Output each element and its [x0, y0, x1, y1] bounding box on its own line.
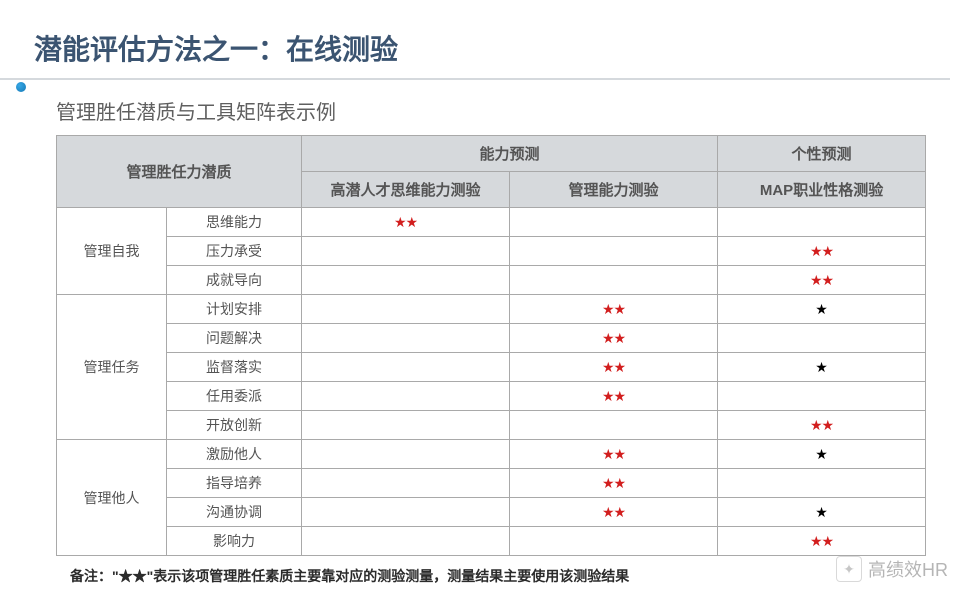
value-cell	[718, 469, 926, 498]
value-cell	[510, 266, 718, 295]
value-cell: ★★	[718, 237, 926, 266]
table-header: 管理胜任力潜质 能力预测 个性预测 高潜人才思维能力测验 管理能力测验 MAP职…	[57, 136, 926, 208]
value-cell	[510, 527, 718, 556]
value-cell	[302, 411, 510, 440]
value-cell	[718, 208, 926, 237]
value-cell	[510, 237, 718, 266]
value-cell	[302, 266, 510, 295]
table-row: 压力承受 ★★	[57, 237, 926, 266]
value-cell: ★★	[510, 440, 718, 469]
value-cell	[302, 295, 510, 324]
table-row: 管理自我思维能力★★	[57, 208, 926, 237]
value-cell: ★	[718, 353, 926, 382]
value-cell: ★	[718, 295, 926, 324]
subdimension-cell: 成就导向	[167, 266, 302, 295]
value-cell	[302, 353, 510, 382]
value-cell: ★	[718, 498, 926, 527]
subdimension-cell: 监督落实	[167, 353, 302, 382]
value-cell	[302, 527, 510, 556]
header-personality: 个性预测	[718, 136, 926, 172]
table-row: 管理任务计划安排★★★	[57, 295, 926, 324]
value-cell	[302, 469, 510, 498]
table-row: 问题解决 ★★	[57, 324, 926, 353]
header-tool-c: MAP职业性格测验	[718, 172, 926, 208]
value-cell: ★★	[718, 527, 926, 556]
table-row: 任用委派 ★★	[57, 382, 926, 411]
group-cell: 管理任务	[57, 295, 167, 440]
subdimension-cell: 任用委派	[167, 382, 302, 411]
subdimension-cell: 问题解决	[167, 324, 302, 353]
subdimension-cell: 计划安排	[167, 295, 302, 324]
table-body: 管理自我思维能力★★压力承受★★成就导向★★管理任务计划安排★★★问题解决★★监…	[57, 208, 926, 556]
value-cell: ★	[718, 440, 926, 469]
value-cell: ★★	[510, 353, 718, 382]
table-row: 指导培养 ★★	[57, 469, 926, 498]
table-row: 管理他人激励他人★★★	[57, 440, 926, 469]
value-cell	[510, 411, 718, 440]
subtitle: 管理胜任潜质与工具矩阵表示例	[0, 80, 960, 135]
header-ability: 能力预测	[302, 136, 718, 172]
header-tool-b: 管理能力测验	[510, 172, 718, 208]
value-cell	[302, 324, 510, 353]
subdimension-cell: 指导培养	[167, 469, 302, 498]
table-row: 沟通协调 ★★★	[57, 498, 926, 527]
table-row: 监督落实 ★★★	[57, 353, 926, 382]
subdimension-cell: 影响力	[167, 527, 302, 556]
value-cell: ★★	[510, 382, 718, 411]
header-tool-a: 高潜人才思维能力测验	[302, 172, 510, 208]
accent-dot	[16, 82, 26, 92]
value-cell	[718, 324, 926, 353]
value-cell	[302, 382, 510, 411]
page-title: 潜能评估方法之一：在线测验	[0, 0, 950, 80]
subdimension-cell: 开放创新	[167, 411, 302, 440]
header-dimension: 管理胜任力潜质	[57, 136, 302, 208]
table-row: 成就导向 ★★	[57, 266, 926, 295]
footnote: 备注："★★"表示该项管理胜任素质主要靠对应的测验测量，测量结果主要使用该测验结…	[0, 556, 960, 586]
subdimension-cell: 思维能力	[167, 208, 302, 237]
value-cell: ★★	[718, 411, 926, 440]
value-cell: ★★	[510, 295, 718, 324]
value-cell: ★★	[510, 498, 718, 527]
value-cell	[510, 208, 718, 237]
value-cell: ★★	[302, 208, 510, 237]
value-cell	[302, 237, 510, 266]
subdimension-cell: 压力承受	[167, 237, 302, 266]
competency-matrix-table: 管理胜任力潜质 能力预测 个性预测 高潜人才思维能力测验 管理能力测验 MAP职…	[56, 135, 926, 556]
value-cell: ★★	[510, 324, 718, 353]
value-cell: ★★	[510, 469, 718, 498]
group-cell: 管理自我	[57, 208, 167, 295]
value-cell	[302, 498, 510, 527]
table-row: 影响力 ★★	[57, 527, 926, 556]
value-cell	[718, 382, 926, 411]
subdimension-cell: 沟通协调	[167, 498, 302, 527]
value-cell	[302, 440, 510, 469]
value-cell: ★★	[718, 266, 926, 295]
group-cell: 管理他人	[57, 440, 167, 556]
table-row: 开放创新 ★★	[57, 411, 926, 440]
subdimension-cell: 激励他人	[167, 440, 302, 469]
